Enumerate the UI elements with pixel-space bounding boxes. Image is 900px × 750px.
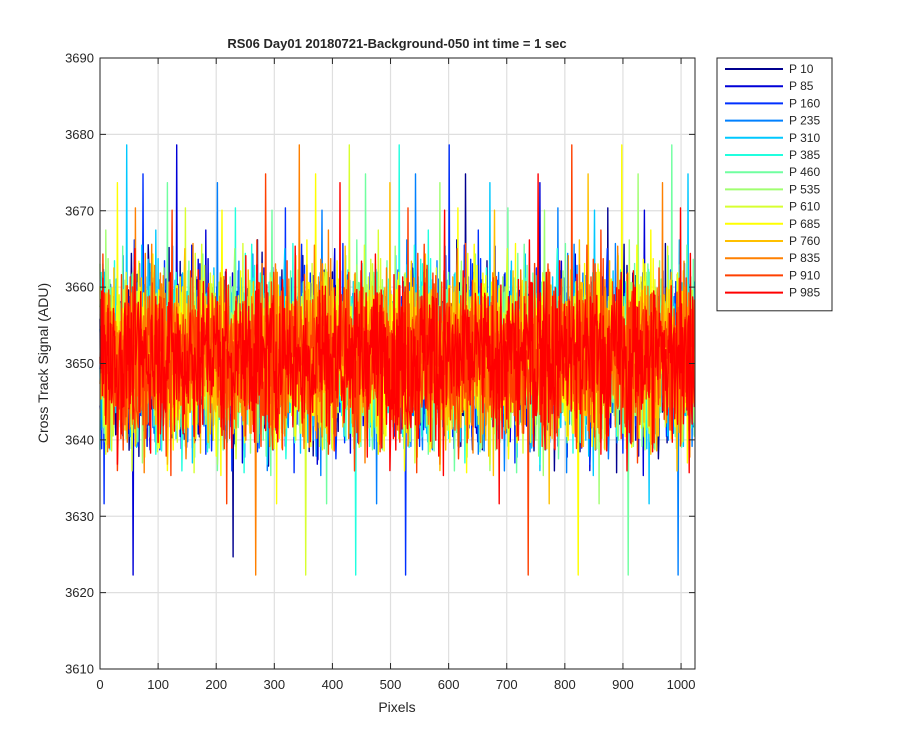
y-tick-label-2: 3630 (65, 509, 94, 524)
legend-label-0: P 10 (789, 62, 814, 76)
legend-label-4: P 310 (789, 131, 820, 145)
legend-label-3: P 235 (789, 114, 820, 128)
legend-label-1: P 85 (789, 79, 814, 93)
y-axis-label: Cross Track Signal (ADU) (35, 283, 51, 443)
legend-box (716, 57, 833, 312)
legend-label-13: P 985 (789, 286, 820, 300)
x-axis-label: Pixels (378, 699, 415, 715)
series-line-p985 (99, 173, 696, 505)
y-tick-label-7: 3680 (65, 127, 94, 142)
y-tick-label-3: 3640 (65, 432, 94, 447)
x-tick-label-3: 300 (263, 677, 285, 692)
legend-label-10: P 760 (789, 234, 820, 248)
series-layer (99, 144, 696, 576)
y-tick-label-1: 3620 (65, 585, 94, 600)
x-tick-label-8: 800 (554, 677, 576, 692)
x-tick-label-6: 600 (438, 677, 460, 692)
legend-label-12: P 910 (789, 268, 820, 282)
legend-label-6: P 460 (789, 165, 820, 179)
legend-label-9: P 685 (789, 217, 820, 231)
x-tick-label-1: 100 (147, 677, 169, 692)
y-tick-label-8: 3690 (65, 51, 94, 66)
legend-label-2: P 160 (789, 96, 820, 110)
x-tick-label-5: 500 (380, 677, 402, 692)
x-tick-label-4: 400 (322, 677, 344, 692)
legend-label-11: P 835 (789, 251, 820, 265)
x-tick-label-9: 900 (612, 677, 634, 692)
chart-title: RS06 Day01 20180721-Background-050 int t… (227, 36, 566, 51)
y-tick-label-6: 3670 (65, 203, 94, 218)
legend-label-5: P 385 (789, 148, 820, 162)
legend-label-7: P 535 (789, 182, 820, 196)
legend-label-8: P 610 (789, 200, 820, 214)
y-tick-label-0: 3610 (65, 662, 94, 677)
y-tick-label-4: 3650 (65, 356, 94, 371)
x-tick-label-7: 700 (496, 677, 518, 692)
legend: P 10 P 85 P 160 P 235 P 310 P 385 P 460 P 535 P … (716, 57, 833, 312)
x-tick-label-10: 1000 (667, 677, 696, 692)
x-tick-label-2: 200 (205, 677, 227, 692)
y-tick-label-5: 3660 (65, 280, 94, 295)
x-tick-label-0: 0 (96, 677, 103, 692)
axes: 0 100 200 300 400 500 600 700 800 900 1000 3610 3620… (65, 51, 695, 693)
